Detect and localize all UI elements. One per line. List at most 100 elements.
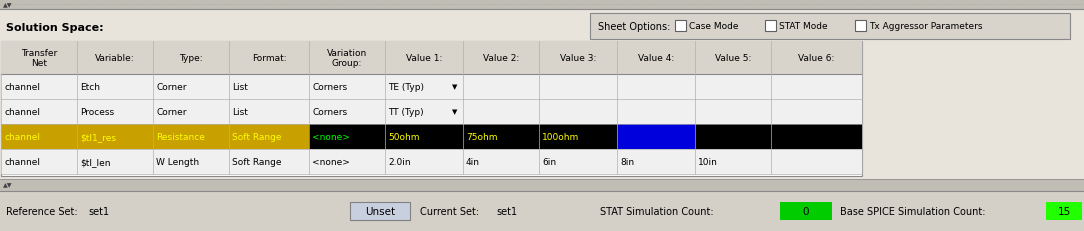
Text: Base SPICE Simulation Count:: Base SPICE Simulation Count: (840, 206, 985, 216)
Bar (695, 100, 771, 125)
Text: 6in: 6in (542, 157, 556, 166)
Bar (617, 100, 695, 125)
Bar (1046, 202, 1082, 220)
Text: set1: set1 (496, 206, 517, 216)
Bar (695, 149, 771, 174)
Text: Value 6:: Value 6: (798, 54, 835, 63)
Text: ▼: ▼ (452, 84, 457, 90)
Text: Current Set:: Current Set: (420, 206, 479, 216)
Text: Tx Aggressor Parameters: Tx Aggressor Parameters (869, 22, 982, 31)
Text: Variable:: Variable: (95, 54, 134, 63)
Text: <none>: <none> (312, 132, 350, 141)
Text: List: List (232, 83, 248, 92)
Text: Unset: Unset (365, 206, 395, 216)
Bar (153, 125, 229, 149)
Bar (77, 100, 153, 125)
Bar (385, 75, 463, 100)
Bar (229, 75, 309, 100)
Bar (0, 191, 1084, 231)
Bar (695, 75, 771, 100)
Text: 2.0in: 2.0in (388, 157, 411, 166)
Text: Sheet Options:: Sheet Options: (598, 22, 670, 32)
Bar (309, 75, 385, 100)
Text: 100ohm: 100ohm (542, 132, 579, 141)
Text: Value 5:: Value 5: (714, 54, 751, 63)
Text: Variation
Group:: Variation Group: (327, 49, 367, 68)
Bar (771, 125, 862, 149)
Text: 0: 0 (803, 206, 810, 216)
Bar (77, 75, 153, 100)
Text: $tl1_res: $tl1_res (80, 132, 116, 141)
Text: Corner: Corner (156, 83, 186, 92)
Text: TE (Typ): TE (Typ) (388, 83, 424, 92)
Text: Etch: Etch (80, 83, 100, 92)
Bar (463, 100, 539, 125)
Text: channel: channel (4, 108, 40, 116)
Bar (463, 75, 539, 100)
Bar (153, 100, 229, 125)
Text: 10in: 10in (698, 157, 718, 166)
Bar (1, 42, 862, 176)
Bar (385, 149, 463, 174)
Text: channel: channel (4, 132, 40, 141)
Bar (309, 100, 385, 125)
Bar (0, 0, 1084, 10)
Text: Corners: Corners (312, 83, 347, 92)
Text: Soft Range: Soft Range (232, 132, 282, 141)
Text: TT (Typ): TT (Typ) (388, 108, 424, 116)
Bar (771, 149, 862, 174)
Bar (771, 100, 862, 125)
Text: Reference Set:: Reference Set: (7, 206, 78, 216)
Bar (1, 42, 862, 75)
Text: 8in: 8in (620, 157, 634, 166)
Bar (1, 125, 77, 149)
Bar (539, 149, 617, 174)
Text: channel: channel (4, 157, 40, 166)
Bar (153, 75, 229, 100)
Bar (309, 149, 385, 174)
Bar (153, 149, 229, 174)
Bar (77, 125, 153, 149)
Text: Transfer
Net: Transfer Net (21, 49, 57, 68)
Text: Type:: Type: (179, 54, 203, 63)
Bar (229, 149, 309, 174)
Bar (539, 75, 617, 100)
Bar (695, 125, 771, 149)
Text: Solution Space:: Solution Space: (7, 23, 104, 33)
Text: $tl_len: $tl_len (80, 157, 111, 166)
Text: ▼: ▼ (452, 109, 457, 115)
Text: Resistance: Resistance (156, 132, 205, 141)
Bar (539, 125, 617, 149)
Text: ▲▼: ▲▼ (3, 3, 13, 9)
Bar (765, 21, 776, 32)
Bar (855, 21, 866, 32)
Text: 50ohm: 50ohm (388, 132, 420, 141)
Bar (463, 149, 539, 174)
Bar (229, 100, 309, 125)
Bar (77, 149, 153, 174)
Bar (617, 149, 695, 174)
Text: 4in: 4in (466, 157, 480, 166)
Bar (771, 75, 862, 100)
Bar (675, 21, 686, 32)
Text: Value 1:: Value 1: (405, 54, 442, 63)
Text: STAT Mode: STAT Mode (779, 22, 827, 31)
Bar (539, 100, 617, 125)
Text: Soft Range: Soft Range (232, 157, 282, 166)
Bar (385, 125, 463, 149)
Text: Corners: Corners (312, 108, 347, 116)
Text: Format:: Format: (251, 54, 286, 63)
Text: Process: Process (80, 108, 114, 116)
Text: Case Mode: Case Mode (689, 22, 738, 31)
Bar (1, 75, 77, 100)
Text: channel: channel (4, 83, 40, 92)
Bar (0, 10, 1084, 179)
Text: W Length: W Length (156, 157, 199, 166)
Text: Value 4:: Value 4: (637, 54, 674, 63)
Bar (1, 149, 77, 174)
Text: ▲▼: ▲▼ (3, 183, 13, 188)
Text: STAT Simulation Count:: STAT Simulation Count: (601, 206, 713, 216)
Bar (229, 125, 309, 149)
Bar (780, 202, 833, 220)
Text: 15: 15 (1057, 206, 1071, 216)
